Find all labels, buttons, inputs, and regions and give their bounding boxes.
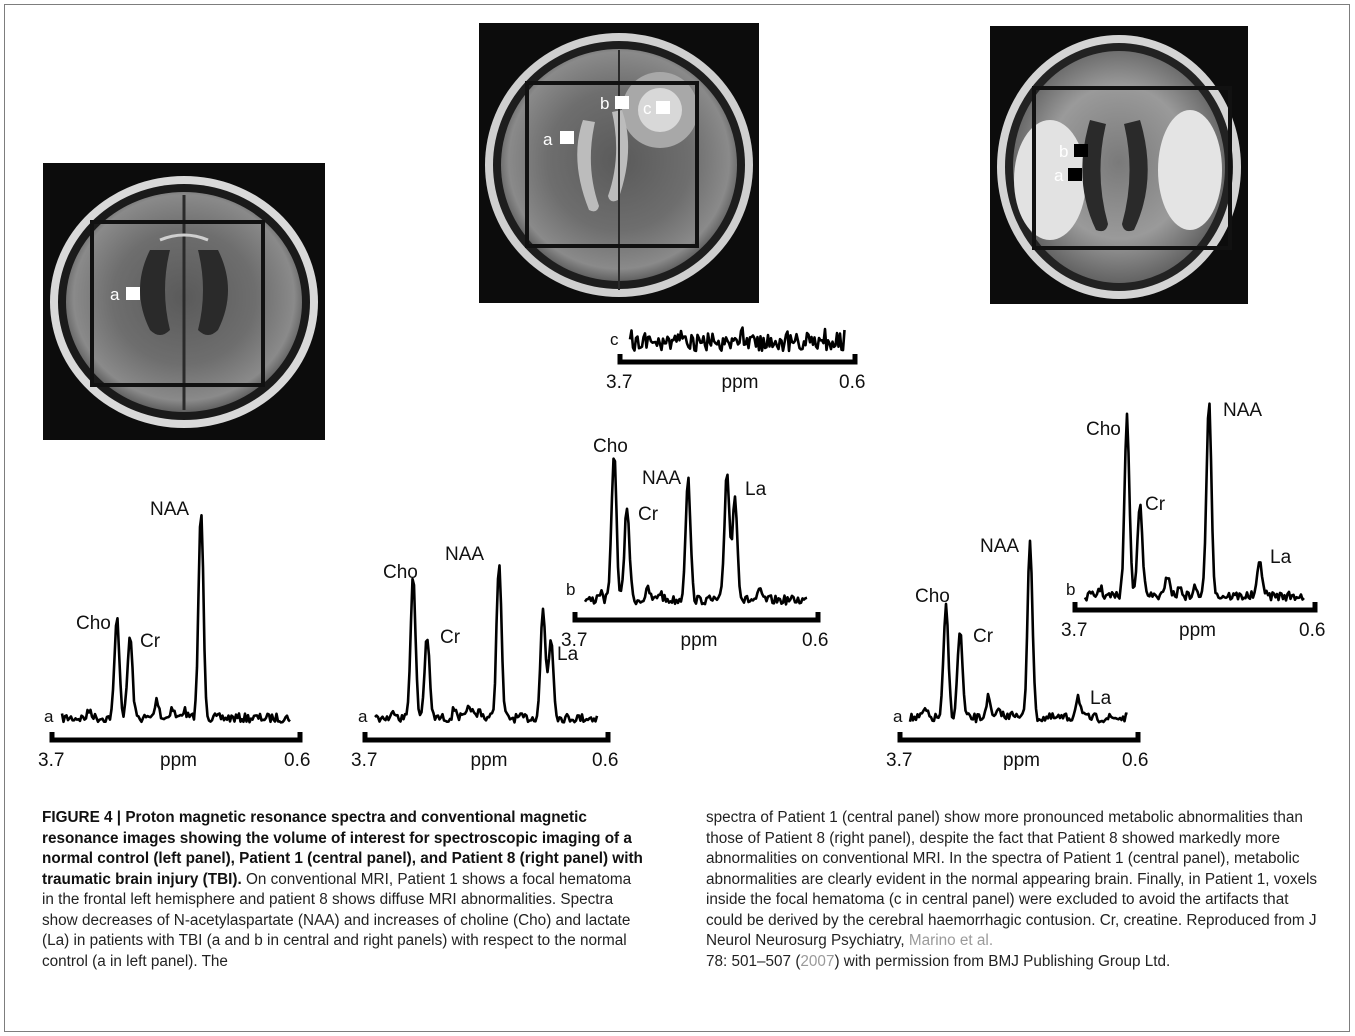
peak-label-naa: NAA (642, 468, 681, 489)
svg-text:b: b (1059, 142, 1068, 161)
svg-text:b: b (600, 94, 609, 113)
peak-label-naa: NAA (1223, 400, 1262, 421)
reference-permission: ) with permission from BMJ Publishing Gr… (834, 952, 1171, 970)
svg-text:a: a (543, 130, 553, 149)
axis-unit-label: ppm (1003, 750, 1040, 771)
peak-label-naa: NAA (980, 536, 1019, 557)
spectrum-p8-a: 3.7 ppm 0.6 a Cho Cr NAA La (886, 536, 1148, 771)
caption-body-1: On conventional MRI, Patient 1 shows a f… (42, 870, 632, 970)
spectrum-label: a (358, 707, 368, 726)
spectrum-axis (897, 732, 1141, 743)
axis-left-label: 3.7 (1061, 620, 1087, 641)
spectrum-label: c (610, 330, 619, 349)
spectrum-control-a: 3.7 ppm 0.6 a Cho Cr NAA (38, 499, 310, 771)
peak-label-la: La (1270, 547, 1292, 568)
spectrum-axis (617, 354, 858, 365)
spectrum-axis (1072, 602, 1318, 613)
spectrum-axis (362, 732, 611, 743)
reference-author-link[interactable]: Marino et al. (908, 932, 994, 949)
caption-left-column: FIGURE 4 | Proton magnetic resonance spe… (42, 808, 644, 972)
peak-label-cr: Cr (973, 626, 994, 647)
figure-label: FIGURE 4 | (42, 809, 122, 826)
axis-unit-label: ppm (1179, 620, 1216, 641)
peak-label-cho: Cho (593, 436, 628, 457)
spectrum-p1-b: 3.7 ppm 0.6 b Cho Cr NAA La (561, 436, 828, 651)
spectrum-label: a (44, 707, 54, 726)
peak-label-cr: Cr (140, 631, 161, 652)
peak-label-la: La (1090, 688, 1112, 709)
spectrum-label: b (1066, 580, 1075, 599)
svg-text:a: a (1054, 166, 1064, 185)
spectrum-axis (572, 612, 821, 623)
caption-body-2: spectra of Patient 1 (central panel) sho… (706, 809, 1318, 949)
peak-label-la: La (745, 479, 767, 500)
spectrum-trace (60, 514, 291, 724)
spectrum-p1-a: 3.7 ppm 0.6 a Cho Cr NAA La (351, 544, 618, 771)
axis-left-label: 3.7 (606, 372, 632, 393)
axis-left-label: 3.7 (38, 750, 64, 771)
spectrum-trace (583, 457, 808, 606)
axis-unit-label: ppm (160, 750, 197, 771)
peak-label-cho: Cho (383, 562, 418, 583)
figure-frame (4, 4, 1350, 1032)
reference-year-link[interactable]: 2007 (800, 952, 835, 970)
peak-label-cho: Cho (915, 586, 950, 607)
axis-unit-label: ppm (722, 372, 759, 393)
voxel-label: a (110, 285, 120, 304)
axis-right-label: 0.6 (592, 750, 618, 771)
axis-right-label: 0.6 (1299, 620, 1325, 641)
spectrum-label: b (566, 580, 575, 599)
axis-right-label: 0.6 (284, 750, 310, 771)
axis-unit-label: ppm (681, 630, 718, 651)
peak-label-cr: Cr (440, 627, 461, 648)
peak-label-la: La (557, 644, 579, 665)
spectrum-axis (49, 732, 303, 743)
reference-volume: 78: 501–507 ( (706, 952, 801, 970)
axis-right-label: 0.6 (802, 630, 828, 651)
spectrum-trace (374, 564, 599, 724)
spectrum-trace (628, 326, 846, 353)
mri-patient8: b a (990, 26, 1248, 304)
peak-label-naa: NAA (445, 544, 484, 565)
spectrum-p1-c: 3.7 ppm 0.6 c (606, 326, 865, 393)
peak-label-cr: Cr (1145, 494, 1166, 515)
axis-unit-label: ppm (471, 750, 508, 771)
figure-title: Proton magnetic resonance spectra and co… (42, 809, 643, 888)
peak-label-cr: Cr (638, 504, 659, 525)
spectrum-trace (1083, 402, 1305, 602)
peak-label-naa: NAA (150, 499, 189, 520)
voxel-marker (126, 287, 140, 300)
mri-control: a (43, 163, 325, 440)
axis-left-label: 3.7 (351, 750, 377, 771)
axis-left-label: 3.7 (886, 750, 912, 771)
spectrum-trace (908, 539, 1128, 724)
spectrum-label: a (893, 707, 903, 726)
axis-left-label: 3.7 (561, 630, 587, 651)
axis-right-label: 0.6 (839, 372, 865, 393)
svg-text:c: c (643, 99, 652, 118)
peak-label-cho: Cho (76, 613, 111, 634)
caption-right-column: spectra of Patient 1 (central panel) sho… (706, 808, 1318, 972)
peak-label-cho: Cho (1086, 419, 1121, 440)
axis-right-label: 0.6 (1122, 750, 1148, 771)
mri-patient1: b c a (479, 23, 759, 303)
spectrum-p8-b: 3.7 ppm 0.6 b Cho Cr NAA La (1061, 400, 1325, 641)
